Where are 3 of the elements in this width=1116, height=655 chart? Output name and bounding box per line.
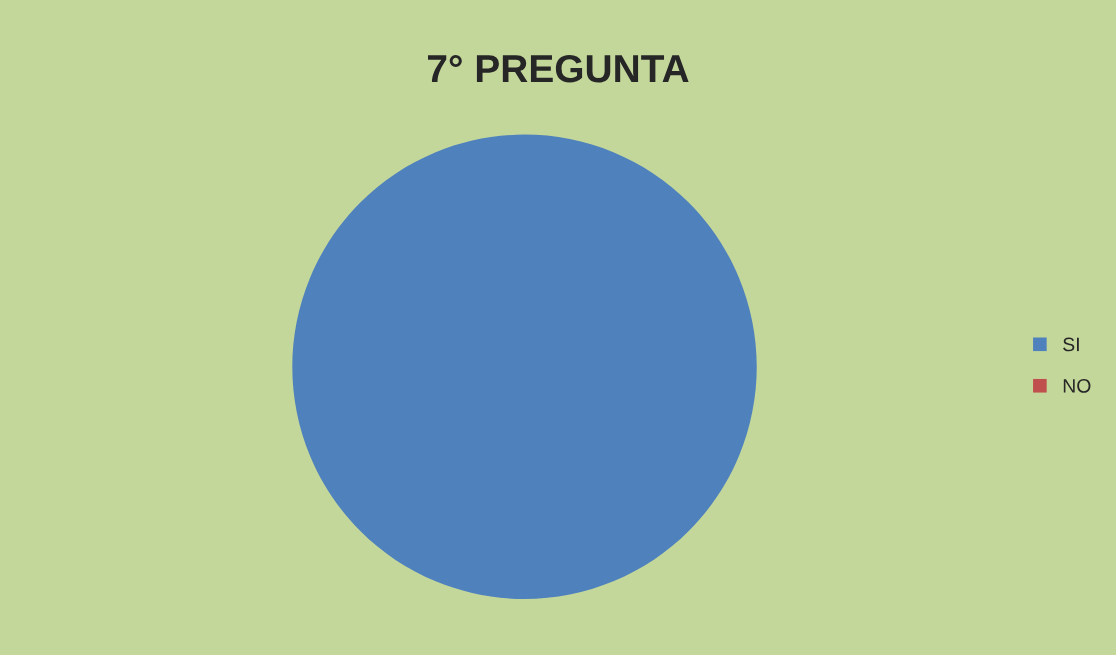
chart-title: 7° PREGUNTA xyxy=(428,54,689,83)
legend-label: NO xyxy=(1063,378,1091,393)
legend-label: SI xyxy=(1063,337,1079,352)
